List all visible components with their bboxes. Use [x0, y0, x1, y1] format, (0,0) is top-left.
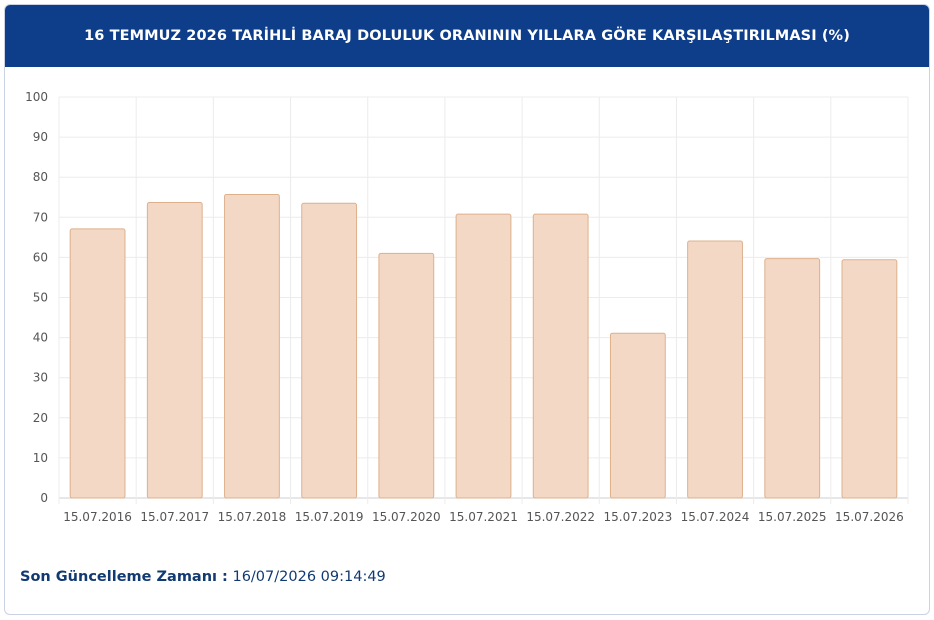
chart-header: 16 TEMMUZ 2026 TARİHLİ BARAJ DOLULUK ORA…	[5, 5, 929, 67]
x-tick-label: 15.07.2026	[835, 510, 904, 524]
bar	[146, 201, 203, 499]
x-tick-label: 15.07.2022	[526, 510, 595, 524]
y-tick-label: 50	[33, 291, 48, 305]
bar	[532, 213, 589, 499]
y-tick-label: 0	[40, 491, 48, 505]
last-update-value: 16/07/2026 09:14:49	[232, 569, 386, 585]
bar	[841, 259, 898, 499]
chart-title: 16 TEMMUZ 2026 TARİHLİ BARAJ DOLULUK ORA…	[84, 28, 850, 44]
bar	[224, 193, 280, 499]
x-tick-label: 15.07.2024	[681, 510, 750, 524]
bar	[687, 240, 743, 499]
last-update-label: Son Güncelleme Zamanı :	[20, 569, 228, 585]
y-tick-label: 90	[33, 130, 48, 144]
y-tick-label: 20	[33, 411, 48, 425]
x-tick-label: 15.07.2019	[295, 510, 364, 524]
x-tick-label: 15.07.2020	[372, 510, 441, 524]
x-tick-label: 15.07.2018	[218, 510, 287, 524]
bar	[69, 228, 126, 499]
bar	[378, 252, 435, 499]
bar	[301, 202, 358, 499]
y-tick-label: 80	[33, 170, 48, 184]
bar	[455, 213, 512, 499]
x-tick-label: 15.07.2025	[758, 510, 827, 524]
y-tick-label: 100	[25, 90, 48, 104]
bar	[609, 332, 666, 499]
last-update: Son Güncelleme Zamanı : 16/07/2026 09:14…	[20, 569, 386, 585]
y-tick-label: 60	[33, 250, 48, 264]
y-tick-label: 70	[33, 210, 48, 224]
bar	[764, 258, 821, 499]
y-tick-label: 40	[33, 331, 48, 345]
y-tick-label: 10	[33, 451, 48, 465]
x-tick-label: 15.07.2017	[140, 510, 209, 524]
x-tick-label: 15.07.2016	[63, 510, 132, 524]
y-tick-label: 30	[33, 371, 48, 385]
x-tick-label: 15.07.2023	[604, 510, 673, 524]
x-tick-label: 15.07.2021	[449, 510, 518, 524]
